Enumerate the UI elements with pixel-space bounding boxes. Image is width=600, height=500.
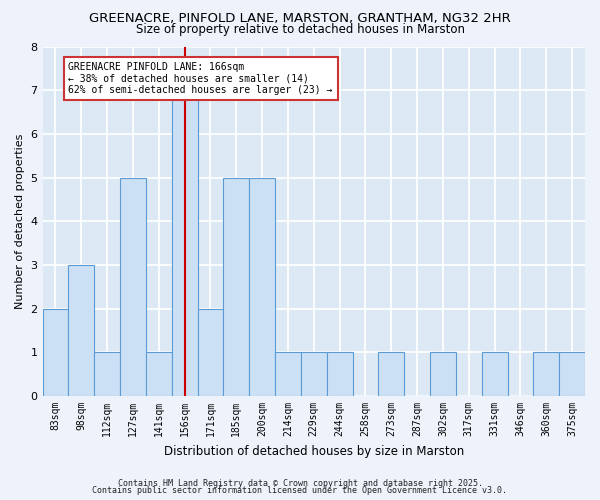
Bar	[94, 352, 120, 396]
Text: Size of property relative to detached houses in Marston: Size of property relative to detached ho…	[136, 22, 464, 36]
Bar	[68, 265, 94, 396]
Bar	[482, 352, 508, 396]
Text: GREENACRE, PINFOLD LANE, MARSTON, GRANTHAM, NG32 2HR: GREENACRE, PINFOLD LANE, MARSTON, GRANTH…	[89, 12, 511, 25]
Bar	[223, 178, 249, 396]
Bar	[43, 308, 68, 396]
Bar	[379, 352, 404, 396]
Bar	[146, 352, 172, 396]
Bar	[120, 178, 146, 396]
Bar	[430, 352, 456, 396]
Bar	[275, 352, 301, 396]
Text: Contains public sector information licensed under the Open Government Licence v3: Contains public sector information licen…	[92, 486, 508, 495]
Bar	[326, 352, 353, 396]
Bar	[249, 178, 275, 396]
Bar	[197, 308, 223, 396]
Text: Contains HM Land Registry data © Crown copyright and database right 2025.: Contains HM Land Registry data © Crown c…	[118, 478, 482, 488]
Text: GREENACRE PINFOLD LANE: 166sqm
← 38% of detached houses are smaller (14)
62% of : GREENACRE PINFOLD LANE: 166sqm ← 38% of …	[68, 62, 333, 95]
Y-axis label: Number of detached properties: Number of detached properties	[15, 134, 25, 309]
Bar	[172, 90, 197, 396]
Bar	[559, 352, 585, 396]
X-axis label: Distribution of detached houses by size in Marston: Distribution of detached houses by size …	[164, 444, 464, 458]
Bar	[533, 352, 559, 396]
Bar	[301, 352, 326, 396]
